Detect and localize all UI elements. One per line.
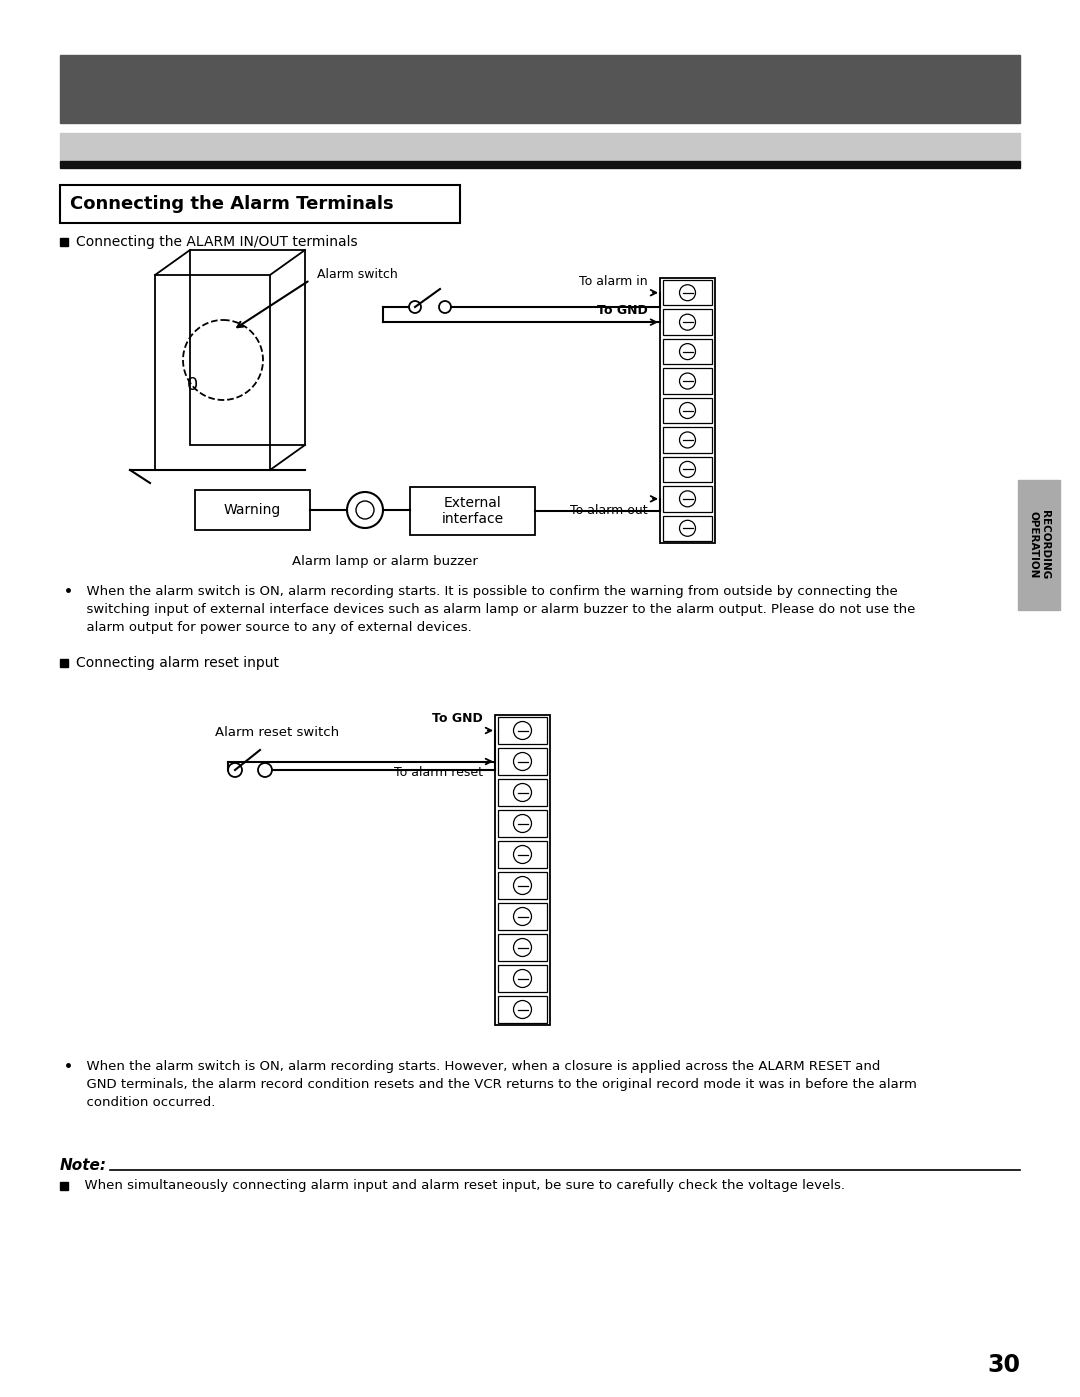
Text: To alarm reset: To alarm reset (394, 767, 483, 780)
Text: When the alarm switch is ON, alarm recording starts. It is possible to confirm t: When the alarm switch is ON, alarm recor… (78, 585, 897, 598)
Bar (498, 996, 546, 1023)
Bar (663, 457, 712, 482)
Bar (663, 486, 712, 511)
Text: condition occurred.: condition occurred. (78, 1097, 215, 1109)
Bar (60, 161, 1020, 168)
Text: To GND: To GND (597, 305, 648, 317)
Text: switching input of external interface devices such as alarm lamp or alarm buzzer: switching input of external interface de… (78, 604, 916, 616)
Bar (498, 965, 546, 992)
Text: To alarm out: To alarm out (570, 504, 648, 517)
Bar (663, 310, 712, 335)
Bar (663, 515, 712, 541)
Text: 30: 30 (987, 1354, 1020, 1377)
Text: To alarm in: To alarm in (579, 275, 648, 288)
Text: Alarm switch: Alarm switch (318, 268, 397, 282)
Text: 0: 0 (187, 376, 199, 394)
Bar (498, 810, 546, 837)
Bar (498, 841, 546, 868)
Text: RECORDING
OPERATION: RECORDING OPERATION (1028, 510, 1050, 580)
Bar (60, 184, 460, 224)
Bar (663, 279, 712, 306)
Bar (60, 1182, 68, 1190)
Text: When simultaneously connecting alarm input and alarm reset input, be sure to car: When simultaneously connecting alarm inp… (76, 1179, 845, 1193)
Text: alarm output for power source to any of external devices.: alarm output for power source to any of … (78, 622, 472, 634)
Text: When the alarm switch is ON, alarm recording starts. However, when a closure is : When the alarm switch is ON, alarm recor… (78, 1060, 880, 1073)
Text: Connecting the ALARM IN/OUT terminals: Connecting the ALARM IN/OUT terminals (76, 235, 357, 249)
Bar (60, 54, 1020, 123)
Bar (663, 369, 712, 394)
Bar (60, 237, 68, 246)
Text: External
interface: External interface (442, 496, 503, 527)
Bar (498, 747, 546, 775)
Bar (498, 780, 546, 806)
Bar (495, 715, 550, 1025)
Text: Alarm lamp or alarm buzzer: Alarm lamp or alarm buzzer (292, 555, 478, 569)
Text: Connecting the Alarm Terminals: Connecting the Alarm Terminals (70, 196, 393, 212)
Text: Note:: Note: (60, 1158, 107, 1173)
Bar (60, 133, 1020, 161)
Bar (663, 398, 712, 423)
Bar (660, 278, 715, 543)
Text: Alarm reset switch: Alarm reset switch (215, 726, 339, 739)
Text: Warning: Warning (224, 503, 281, 517)
Bar (498, 717, 546, 745)
Text: GND terminals, the alarm record condition resets and the VCR returns to the orig: GND terminals, the alarm record conditio… (78, 1078, 917, 1091)
Bar (663, 427, 712, 453)
Bar (498, 872, 546, 900)
Bar (1018, 481, 1059, 610)
Bar (663, 339, 712, 365)
Bar (498, 902, 546, 930)
Text: To GND: To GND (432, 712, 483, 725)
Bar (498, 935, 546, 961)
Bar (195, 490, 310, 529)
Text: Connecting alarm reset input: Connecting alarm reset input (76, 657, 279, 671)
Bar (60, 659, 68, 666)
Bar (410, 488, 535, 535)
